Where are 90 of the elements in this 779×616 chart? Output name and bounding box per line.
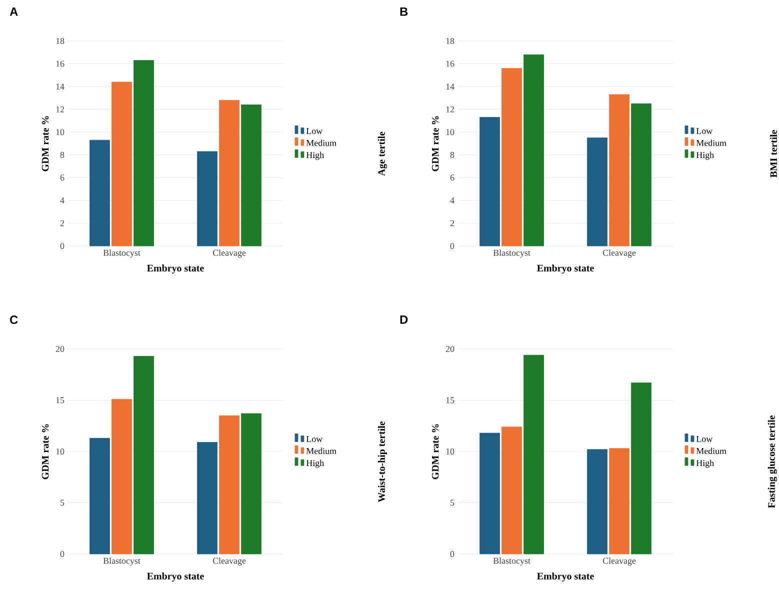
y-tick-label: 16 bbox=[446, 60, 454, 67]
bar bbox=[502, 426, 522, 554]
bar bbox=[90, 438, 110, 554]
x-axis-title: Embryo state bbox=[147, 572, 204, 582]
y-tick-label: 12 bbox=[56, 106, 64, 112]
legend-label: Low bbox=[306, 436, 323, 442]
legend-label: Medium bbox=[696, 448, 726, 454]
y-tick-label: 0 bbox=[60, 242, 64, 250]
y-tick-label: 4 bbox=[450, 197, 454, 204]
bar bbox=[112, 399, 132, 554]
y-tick-label: 16 bbox=[56, 60, 64, 67]
y-tick-label: 8 bbox=[450, 152, 454, 158]
x-tick-label: Cleavage bbox=[602, 250, 636, 258]
y-tick-label: 10 bbox=[56, 448, 64, 455]
legend-label: Medium bbox=[306, 448, 336, 454]
bar bbox=[112, 82, 132, 246]
bar bbox=[241, 413, 262, 554]
y-tick-label: 0 bbox=[60, 550, 64, 558]
y-tick-label: 10 bbox=[446, 129, 454, 136]
y-tick-label: 8 bbox=[60, 152, 64, 158]
legend-title: Fasting glucose tertile bbox=[768, 416, 777, 508]
y-tick-label: 20 bbox=[56, 346, 64, 352]
y-axis-title: GDM rate % bbox=[42, 424, 49, 480]
bar bbox=[241, 104, 262, 246]
x-axis-title: Embryo state bbox=[147, 264, 204, 274]
bar bbox=[197, 151, 218, 246]
chart-title: C bbox=[10, 316, 18, 324]
y-axis-title: GDM rate % bbox=[432, 424, 439, 480]
bar bbox=[587, 449, 608, 554]
x-tick-label: Cleavage bbox=[602, 558, 636, 566]
y-tick-label: 5 bbox=[60, 500, 64, 506]
y-axis-title: GDM rate % bbox=[42, 116, 49, 172]
x-tick-label: Cleavage bbox=[212, 558, 246, 566]
y-tick-label: 0 bbox=[450, 242, 454, 250]
y-tick-label: 6 bbox=[60, 174, 64, 181]
y-tick-label: 2 bbox=[450, 220, 454, 226]
y-tick-label: 15 bbox=[446, 397, 454, 404]
y-tick-label: 20 bbox=[446, 346, 454, 352]
x-tick-label: Blastocyst bbox=[493, 558, 530, 566]
y-tick-label: 6 bbox=[450, 174, 454, 181]
bar bbox=[480, 117, 500, 246]
x-axis-title: Embryo state bbox=[537, 572, 594, 582]
y-tick-label: 2 bbox=[60, 220, 64, 226]
bar bbox=[631, 382, 652, 554]
bar bbox=[90, 140, 110, 246]
legend-label: Medium bbox=[306, 140, 336, 146]
x-tick-label: Cleavage bbox=[212, 250, 246, 258]
legend-label: Medium bbox=[696, 140, 726, 146]
bar bbox=[502, 68, 522, 246]
bar bbox=[609, 448, 630, 554]
y-tick-label: 14 bbox=[446, 84, 454, 90]
y-tick-label: 14 bbox=[56, 84, 64, 90]
legend-label: Low bbox=[306, 128, 323, 134]
bar bbox=[134, 60, 154, 246]
chart-title: A bbox=[10, 8, 18, 16]
legend-title: Age tertile bbox=[378, 132, 387, 176]
y-tick-label: 15 bbox=[56, 397, 64, 404]
y-tick-label: 0 bbox=[450, 550, 454, 558]
y-tick-label: 10 bbox=[446, 448, 454, 455]
bar bbox=[197, 442, 218, 554]
bar bbox=[524, 54, 544, 246]
bar bbox=[134, 356, 154, 554]
legend-label: High bbox=[306, 460, 324, 468]
y-axis-title: GDM rate % bbox=[432, 116, 439, 172]
bar bbox=[609, 94, 630, 246]
bar bbox=[587, 138, 608, 246]
chart-title: B bbox=[400, 8, 408, 16]
legend-label: High bbox=[696, 152, 714, 160]
y-tick-label: 10 bbox=[56, 129, 64, 136]
chart-title: D bbox=[400, 316, 408, 324]
x-axis-title: Embryo state bbox=[537, 264, 594, 274]
x-tick-label: Blastocyst bbox=[103, 250, 140, 258]
x-tick-label: Blastocyst bbox=[493, 250, 530, 258]
y-tick-label: 18 bbox=[446, 38, 454, 44]
legend-label: High bbox=[696, 460, 714, 468]
legend-label: Low bbox=[696, 436, 713, 442]
x-tick-label: Blastocyst bbox=[103, 558, 140, 566]
legend-title: Waist-to-hip tertile bbox=[378, 421, 387, 502]
bar bbox=[219, 100, 240, 246]
legend-label: High bbox=[306, 152, 324, 160]
bar bbox=[524, 354, 544, 554]
y-tick-label: 12 bbox=[446, 106, 454, 112]
bar bbox=[219, 415, 240, 554]
y-tick-label: 18 bbox=[56, 38, 64, 44]
legend-label: Low bbox=[696, 128, 713, 134]
bar bbox=[480, 432, 500, 554]
y-tick-label: 4 bbox=[60, 197, 64, 204]
bar bbox=[631, 103, 652, 246]
y-tick-label: 5 bbox=[450, 500, 454, 506]
legend-title: BMI tertile bbox=[770, 130, 777, 178]
